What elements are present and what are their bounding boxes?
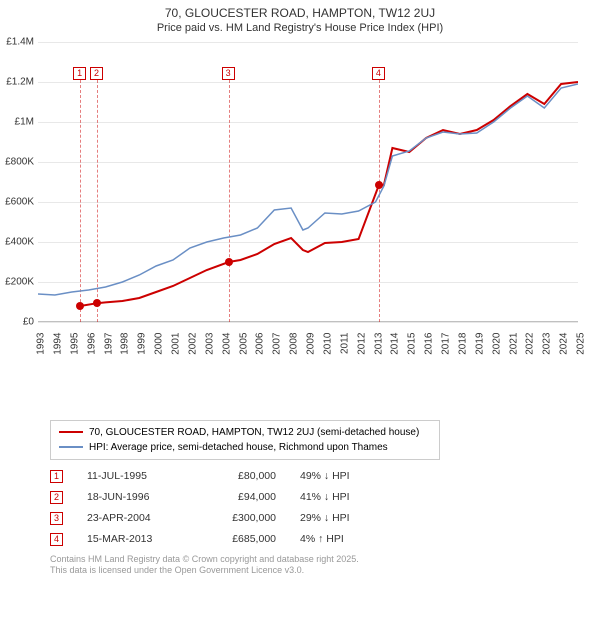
series-hpi	[38, 84, 578, 295]
plot-region: £0£200K£400K£600K£800K£1M£1.2M£1.4M 1234	[38, 42, 578, 322]
x-tick-label: 2002	[187, 332, 198, 354]
chart-area: £0£200K£400K£600K£800K£1M£1.2M£1.4M 1234…	[38, 42, 598, 372]
y-tick-label: £1.4M	[6, 36, 34, 47]
x-tick-label: 2009	[306, 332, 317, 354]
event-delta: 29% ↓ HPI	[300, 512, 380, 524]
x-tick-label: 2022	[525, 332, 536, 354]
y-tick-label: £800K	[5, 156, 34, 167]
series-price_paid	[80, 82, 578, 306]
marker-dot-1	[76, 302, 84, 310]
x-tick-label: 2014	[390, 332, 401, 354]
event-date: 11-JUL-1995	[87, 470, 177, 482]
marker-dot-2	[93, 299, 101, 307]
x-tick-label: 2008	[289, 332, 300, 354]
x-tick-label: 1994	[52, 332, 63, 354]
y-axis: £0£200K£400K£600K£800K£1M£1.2M£1.4M	[0, 42, 36, 322]
chart-title-line2: Price paid vs. HM Land Registry's House …	[0, 22, 600, 38]
x-tick-label: 2000	[154, 332, 165, 354]
x-tick-label: 2006	[255, 332, 266, 354]
event-price: £94,000	[201, 491, 276, 503]
y-tick-label: £200K	[5, 276, 34, 287]
x-tick-label: 2013	[373, 332, 384, 354]
y-tick-label: £600K	[5, 196, 34, 207]
event-delta: 4% ↑ HPI	[300, 533, 380, 545]
x-tick-label: 1993	[36, 332, 47, 354]
event-table: 1 11-JUL-1995 £80,000 49% ↓ HPI 2 18-JUN-1996…	[50, 470, 600, 546]
x-tick-label: 2007	[272, 332, 283, 354]
gridline	[38, 322, 578, 323]
event-marker: 3	[50, 512, 63, 525]
legend-swatch	[59, 446, 83, 448]
x-tick-label: 2016	[424, 332, 435, 354]
x-tick-label: 2015	[407, 332, 418, 354]
x-tick-label: 2024	[559, 332, 570, 354]
event-row: 2 18-JUN-1996 £94,000 41% ↓ HPI	[50, 491, 600, 504]
x-tick-label: 1997	[103, 332, 114, 354]
marker-box-3: 3	[222, 67, 235, 80]
legend-item: HPI: Average price, semi-detached house,…	[59, 440, 431, 455]
marker-dot-4	[375, 181, 383, 189]
x-axis: 1993 1994 1995 1996 1997 1998 1999 2000 2001 2002…	[38, 327, 578, 377]
footer-line2: This data is licensed under the Open Gov…	[50, 565, 600, 577]
footer: Contains HM Land Registry data © Crown c…	[50, 554, 600, 577]
x-tick-label: 2005	[238, 332, 249, 354]
x-tick-label: 2018	[457, 332, 468, 354]
marker-dot-3	[225, 258, 233, 266]
event-price: £80,000	[201, 470, 276, 482]
legend-label: HPI: Average price, semi-detached house,…	[89, 440, 388, 455]
event-marker: 2	[50, 491, 63, 504]
x-tick-label: 2019	[474, 332, 485, 354]
event-date: 18-JUN-1996	[87, 491, 177, 503]
y-tick-label: £0	[23, 316, 34, 327]
x-tick-label: 1998	[120, 332, 131, 354]
x-tick-label: 2004	[221, 332, 232, 354]
x-tick-label: 2011	[339, 332, 350, 354]
x-tick-label: 1999	[137, 332, 148, 354]
event-delta: 41% ↓ HPI	[300, 491, 380, 503]
x-tick-label: 2012	[356, 332, 367, 354]
event-price: £300,000	[201, 512, 276, 524]
x-tick-label: 2017	[441, 332, 452, 354]
event-marker: 4	[50, 533, 63, 546]
x-tick-label: 1995	[69, 332, 80, 354]
marker-box-4: 4	[372, 67, 385, 80]
legend: 70, GLOUCESTER ROAD, HAMPTON, TW12 2UJ (…	[50, 420, 440, 460]
event-delta: 49% ↓ HPI	[300, 470, 380, 482]
legend-swatch	[59, 431, 83, 433]
chart-title-line1: 70, GLOUCESTER ROAD, HAMPTON, TW12 2UJ	[0, 0, 600, 22]
footer-line1: Contains HM Land Registry data © Crown c…	[50, 554, 600, 566]
x-tick-label: 1996	[86, 332, 97, 354]
event-date: 15-MAR-2013	[87, 533, 177, 545]
legend-label: 70, GLOUCESTER ROAD, HAMPTON, TW12 2UJ (…	[89, 425, 419, 440]
x-tick-label: 2010	[322, 332, 333, 354]
x-tick-label: 2021	[508, 332, 519, 354]
y-tick-label: £1.2M	[6, 76, 34, 87]
legend-item: 70, GLOUCESTER ROAD, HAMPTON, TW12 2UJ (…	[59, 425, 431, 440]
y-tick-label: £1M	[15, 116, 34, 127]
x-tick-label: 2001	[171, 332, 182, 354]
event-marker: 1	[50, 470, 63, 483]
y-tick-label: £400K	[5, 236, 34, 247]
x-tick-label: 2023	[542, 332, 553, 354]
event-date: 23-APR-2004	[87, 512, 177, 524]
event-price: £685,000	[201, 533, 276, 545]
marker-box-2: 2	[90, 67, 103, 80]
event-row: 3 23-APR-2004 £300,000 29% ↓ HPI	[50, 512, 600, 525]
event-row: 1 11-JUL-1995 £80,000 49% ↓ HPI	[50, 470, 600, 483]
x-tick-label: 2020	[491, 332, 502, 354]
x-tick-label: 2003	[204, 332, 215, 354]
marker-box-1: 1	[73, 67, 86, 80]
x-tick-label: 2025	[576, 332, 587, 354]
chart-lines	[38, 42, 578, 322]
event-row: 4 15-MAR-2013 £685,000 4% ↑ HPI	[50, 533, 600, 546]
